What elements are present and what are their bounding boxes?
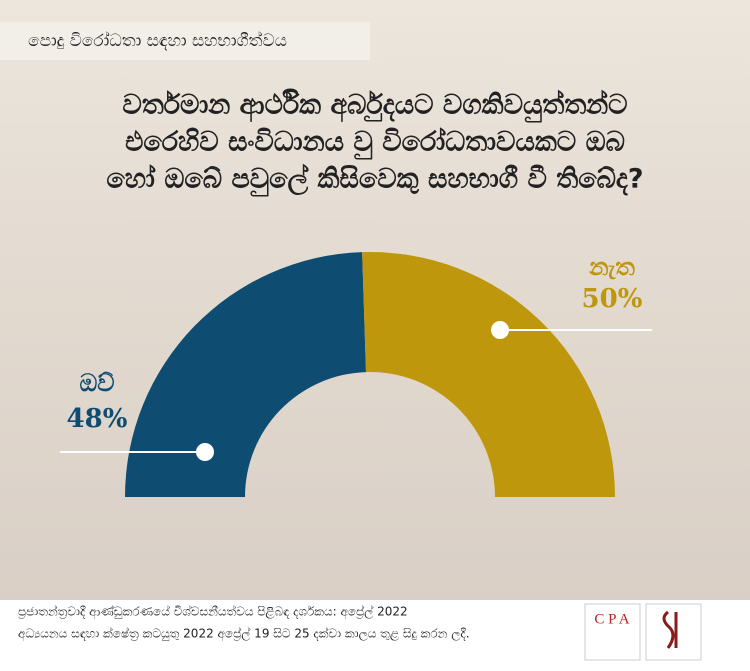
question-line: වර්තමාන ආර්ථික අර්බුදයට වගකිවයුත්තන්ට bbox=[122, 89, 627, 124]
logo-icon bbox=[662, 610, 678, 649]
category-label: නැත bbox=[588, 253, 635, 281]
donut-segment bbox=[125, 252, 366, 497]
header-band bbox=[0, 22, 370, 60]
value-label: 48% bbox=[67, 404, 128, 434]
donut-segment bbox=[362, 252, 615, 497]
footer-line: ප්‍රජාතන්ත්‍රවාදී ආණ්ඩුකරණයේ විශ්වසනීයත්… bbox=[18, 604, 408, 619]
leader-dot bbox=[491, 321, 509, 339]
footer-line: අධ්‍යයනය සඳහා ක්ෂේත්‍ර කටයුතු 2022 අප්‍ර… bbox=[18, 626, 470, 641]
category-label: ඔව් bbox=[79, 369, 114, 397]
leader-dot bbox=[196, 443, 214, 461]
header-title: පොදු විරෝධතා සඳහා සහභාගීත්වය bbox=[28, 31, 287, 51]
logo-text: C P A bbox=[594, 611, 629, 627]
value-label: 50% bbox=[582, 284, 643, 314]
question-line: එරෙහිව සංවිධානය වු විරෝධතාවයකට ඔබ bbox=[125, 127, 625, 160]
logo-box bbox=[584, 603, 641, 661]
question-line: හෝ ඔබේ පවුලේ කිසිවෙකු සහභාගී වී තිබේද? bbox=[106, 163, 643, 197]
